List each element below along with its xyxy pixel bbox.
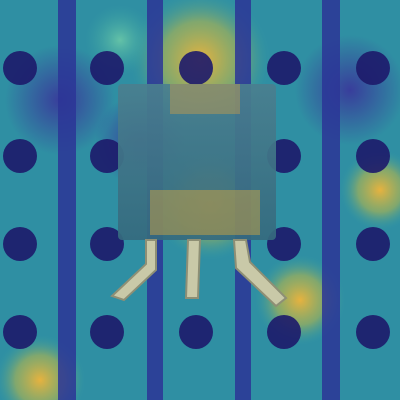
- hole: [179, 315, 213, 349]
- hole: [3, 315, 37, 349]
- hole: [90, 315, 124, 349]
- lead-middle: [184, 239, 202, 299]
- hole: [267, 315, 301, 349]
- hole: [90, 227, 124, 261]
- heat-blob-high: [340, 150, 400, 230]
- transistor: [110, 84, 288, 308]
- transistor-heat-glow: [150, 190, 260, 235]
- board-holes: [3, 51, 390, 349]
- transistor-body: [118, 84, 276, 240]
- hole: [356, 315, 390, 349]
- hole: [267, 51, 301, 85]
- hole: [90, 139, 124, 173]
- lead-left: [110, 239, 157, 302]
- hole: [3, 51, 37, 85]
- hole: [3, 139, 37, 173]
- heat-blob-low: [295, 35, 400, 145]
- hole: [3, 227, 37, 261]
- transistor-heat-top: [170, 84, 240, 114]
- hole: [356, 51, 390, 85]
- hole: [90, 51, 124, 85]
- lead-right: [232, 239, 288, 308]
- hole: [179, 51, 213, 85]
- hole: [356, 227, 390, 261]
- hole: [356, 139, 390, 173]
- strip: [322, 0, 340, 400]
- strip: [58, 0, 76, 400]
